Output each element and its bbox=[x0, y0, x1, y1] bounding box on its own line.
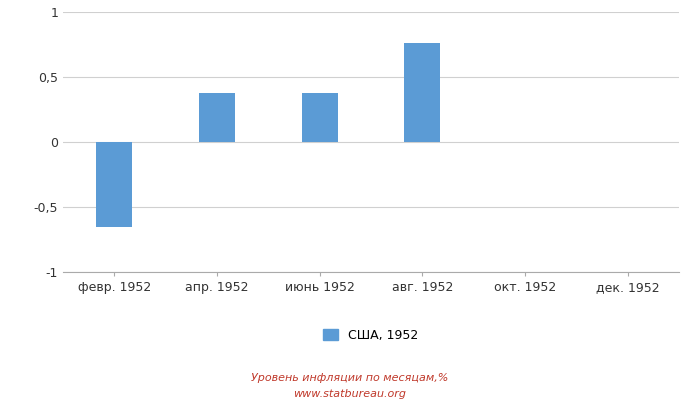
Bar bbox=[199, 93, 235, 142]
Text: www.statbureau.org: www.statbureau.org bbox=[293, 389, 407, 399]
Bar bbox=[405, 43, 440, 142]
Bar bbox=[97, 142, 132, 226]
Text: Уровень инфляции по месяцам,%: Уровень инфляции по месяцам,% bbox=[251, 373, 449, 383]
Legend: США, 1952: США, 1952 bbox=[320, 325, 422, 346]
Bar bbox=[302, 93, 337, 142]
